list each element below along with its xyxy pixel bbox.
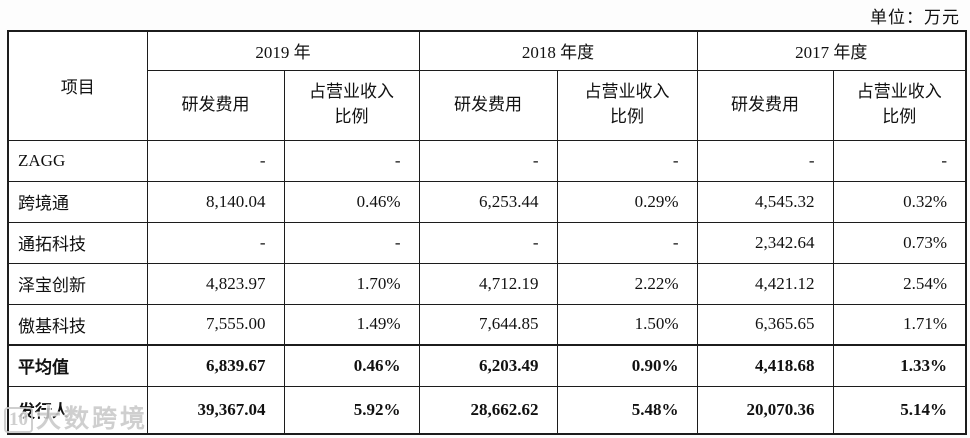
year-header-2018: 2018 年度 (418, 30, 698, 71)
value-cell: 1.70% (283, 262, 420, 305)
value-cell: 1.71% (832, 303, 967, 346)
value-cell: - (556, 139, 698, 182)
value-cell: - (418, 139, 558, 182)
value-cell: 1.50% (556, 303, 698, 346)
unit-label: 单位：万元 (870, 8, 960, 27)
header-row-subcolumns: 研发费用 占营业收入 比例 研发费用 占营业收入 比例 研发费用 占营业收入 比… (8, 69, 967, 141)
value-cell: - (556, 221, 698, 264)
value-cell: 28,662.62 (418, 385, 558, 435)
value-cell: 2.22% (556, 262, 698, 305)
value-cell: 5.14% (832, 385, 967, 435)
table-row: 平均值 6,839.67 0.46% 6,203.49 0.90% 4,418.68 1.3… (7, 344, 967, 387)
rd-expense-comparison-table: 项目 2019 年 2018 年度 2017 年度 研发费用 占营业收入 比例 … (7, 30, 967, 435)
value-cell: - (283, 221, 420, 264)
item-column-header: 项目 (7, 30, 148, 141)
value-cell: - (832, 139, 967, 182)
year-header-2019: 2019 年 (146, 30, 420, 71)
value-cell: 4,421.12 (696, 262, 834, 305)
subheader-revenue-ratio-2019: 占营业收入 比例 (283, 69, 420, 141)
value-cell: - (283, 139, 420, 182)
table-row: 通拓科技 - - - -2,342.64 0.73% (7, 221, 967, 264)
value-cell: 0.46% (283, 180, 420, 223)
value-cell: 2,342.64 (696, 221, 834, 264)
value-cell: 39,367.04 (146, 385, 285, 435)
subheader-revenue-ratio-2018: 占营业收入 比例 (556, 69, 698, 141)
row-label: 平均值 (7, 344, 148, 387)
value-cell: 6,253.44 (418, 180, 558, 223)
row-label: 发行人 (7, 385, 148, 435)
table-row: ZAGG - - - - - - (7, 139, 967, 182)
row-label: 泽宝创新 (7, 262, 148, 305)
value-cell: 4,712.19 (418, 262, 558, 305)
table-body: ZAGG - - - - - - 跨境通 8,140.04 0.46% 6,253.44 0.29% 4… (7, 139, 967, 435)
value-cell: 4,418.68 (696, 344, 834, 387)
value-cell: 5.48% (556, 385, 698, 435)
subheader-rd-expense-2017: 研发费用 (696, 69, 834, 141)
row-label: 跨境通 (7, 180, 148, 223)
table-row: 发行人 39,367.04 5.92% 28,662.62 5.48% 20,070.36… (7, 385, 967, 435)
row-label: 傲基科技 (7, 303, 148, 346)
table-row: 泽宝创新 4,823.97 1.70% 4,712.19 2.22% 4,421.12 2.… (7, 262, 967, 305)
value-cell: 7,555.00 (146, 303, 285, 346)
value-cell: 1.33% (832, 344, 967, 387)
row-label: ZAGG (7, 139, 148, 182)
value-cell: 2.54% (832, 262, 967, 305)
value-cell: 8,140.04 (146, 180, 285, 223)
value-cell: - (418, 221, 558, 264)
header-row-years: 项目 2019 年 2018 年度 2017 年度 (7, 30, 967, 141)
subheader-rd-expense-2018: 研发费用 (418, 69, 558, 141)
value-cell: 6,839.67 (146, 344, 285, 387)
value-cell: 0.32% (832, 180, 967, 223)
table-row: 傲基科技 7,555.00 1.49% 7,644.85 1.50% 6,365.65 1.… (7, 303, 967, 346)
value-cell: 4,545.32 (696, 180, 834, 223)
value-cell: 0.29% (556, 180, 698, 223)
value-cell: 20,070.36 (696, 385, 834, 435)
row-label: 通拓科技 (7, 221, 148, 264)
year-header-2017: 2017 年度 (696, 30, 967, 71)
value-cell: 6,203.49 (418, 344, 558, 387)
value-cell: - (146, 221, 285, 264)
value-cell: - (696, 139, 834, 182)
table-row: 跨境通 8,140.04 0.46% 6,253.44 0.29% 4,545.32 0.3… (7, 180, 967, 223)
value-cell: 0.46% (283, 344, 420, 387)
value-cell: 5.92% (283, 385, 420, 435)
value-cell: 7,644.85 (418, 303, 558, 346)
value-cell: 6,365.65 (696, 303, 834, 346)
value-cell: 0.90% (556, 344, 698, 387)
subheader-revenue-ratio-2017: 占营业收入 比例 (832, 69, 967, 141)
subheader-rd-expense-2019: 研发费用 (146, 69, 285, 141)
value-cell: - (146, 139, 285, 182)
value-cell: 0.73% (832, 221, 967, 264)
value-cell: 1.49% (283, 303, 420, 346)
value-cell: 4,823.97 (146, 262, 285, 305)
